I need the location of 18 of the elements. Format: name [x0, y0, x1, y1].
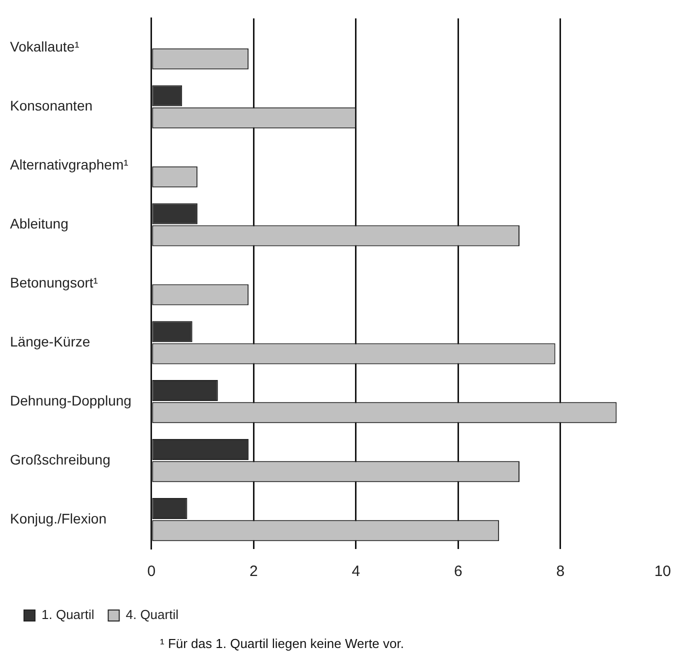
y-tick-label: Länge-Kürze — [10, 334, 90, 350]
y-tick-label: Konsonanten — [10, 98, 93, 114]
y-tick-label: Betonungsort¹ — [10, 274, 98, 291]
legend-label: 4. Quartil — [126, 607, 179, 622]
legend-label: 1. Quartil — [42, 607, 94, 622]
y-tick-label: Vokallaute¹ — [10, 38, 80, 55]
y-tick-label: Großschreibung — [10, 451, 110, 468]
x-tick-label: 6 — [454, 563, 462, 580]
x-tick-label: 2 — [250, 563, 258, 580]
y-tick-label: Dehnung-Dopplung — [10, 392, 132, 408]
y-tick-label: Alternativgraphem¹ — [10, 156, 129, 173]
y-tick-label: Konjug./Flexion — [10, 510, 107, 526]
x-tick-label: 8 — [556, 563, 565, 580]
x-tick-label: 0 — [147, 563, 156, 580]
y-tick-label: Ableitung — [10, 216, 68, 232]
text: ¹ Für das 1. Quartil liegen keine Werte vor. — [160, 636, 404, 651]
x-tick-label: 4 — [352, 563, 360, 580]
x-tick-label: 10 — [654, 563, 671, 580]
